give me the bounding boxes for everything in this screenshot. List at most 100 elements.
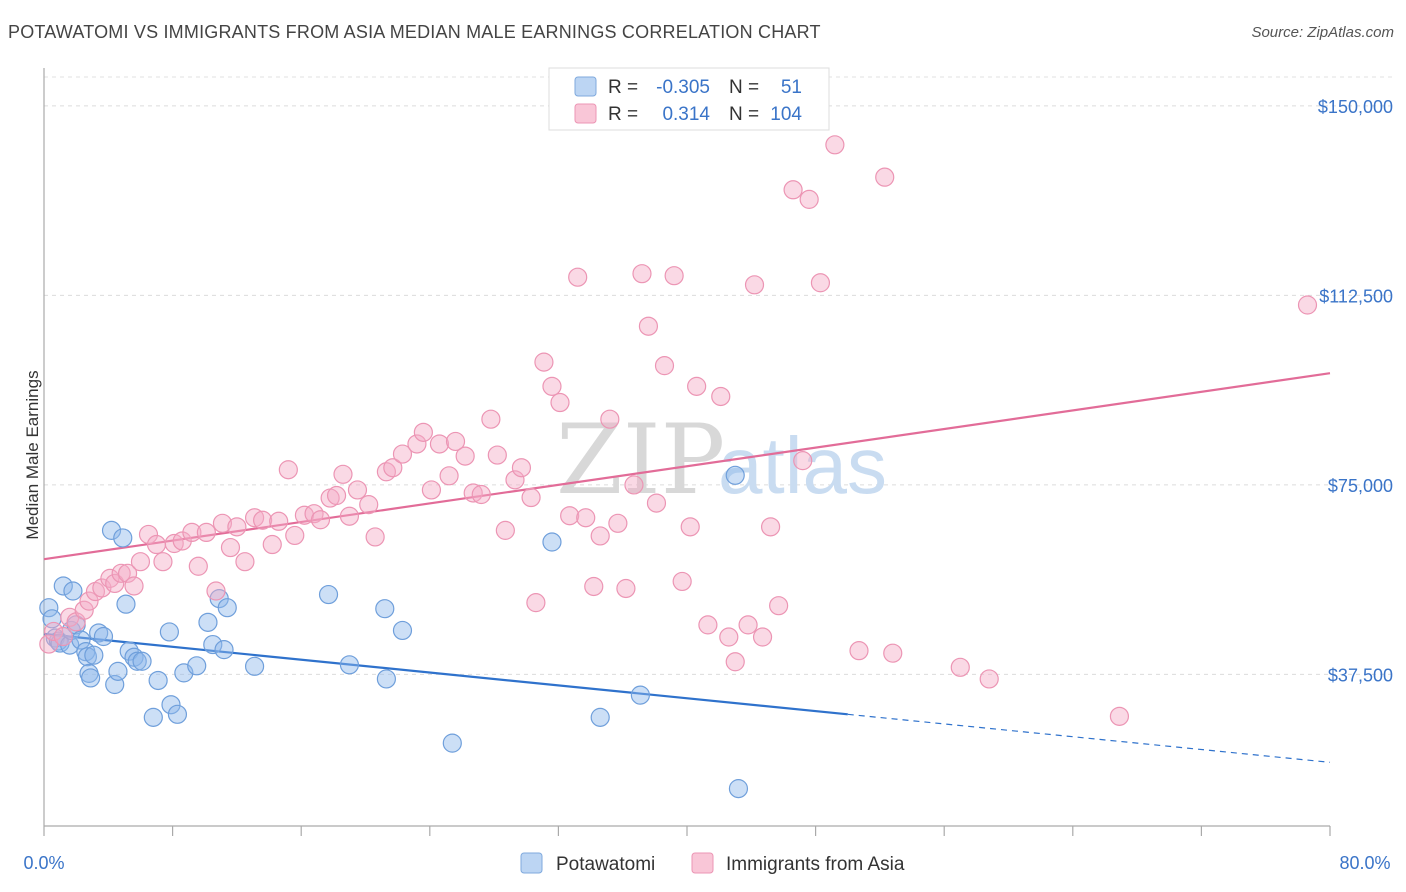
point-asia <box>285 525 305 546</box>
legend-r-value-1: -0.305 <box>656 77 710 98</box>
point-asia <box>227 517 247 537</box>
legend-r-label-2: R = <box>608 104 638 125</box>
point-asia <box>429 434 450 454</box>
point-asia <box>74 600 94 620</box>
point-asia <box>365 527 385 547</box>
point-asia <box>383 458 403 478</box>
x-tick-label-max: 80.0% <box>1339 853 1390 873</box>
point-potawatomi <box>81 668 101 688</box>
point-asia <box>1297 295 1318 315</box>
point-asia <box>359 495 379 515</box>
point-asia <box>111 563 131 583</box>
point-asia <box>130 552 151 572</box>
point-potawatomi <box>148 670 168 691</box>
point-potawatomi <box>217 598 237 618</box>
point-asia <box>333 464 353 484</box>
y-tick-label: $150,000 <box>1318 97 1393 117</box>
series-legend-swatch-potawatomi <box>520 852 543 874</box>
trend-line-potawatomi-extension <box>847 713 1331 763</box>
axes: $37,500 $75,000 $112,500 $150,000 0.0% 80.0% <box>23 68 1393 873</box>
point-asia <box>92 578 112 598</box>
point-asia <box>188 556 208 576</box>
point-asia <box>738 615 758 635</box>
point-asia <box>979 669 999 689</box>
point-asia <box>253 510 273 530</box>
point-asia <box>687 376 707 396</box>
chart-title: POTAWATOMI VS IMMIGRANTS FROM ASIA MEDIA… <box>8 22 821 42</box>
point-potawatomi <box>63 581 83 601</box>
point-potawatomi <box>725 465 745 485</box>
point-potawatomi <box>143 707 163 727</box>
correlation-legend: R = -0.305 N = 51 R = 0.314 N = 104 <box>548 67 830 131</box>
point-potawatomi <box>590 707 610 727</box>
point-asia <box>278 460 298 480</box>
point-potawatomi <box>542 532 562 552</box>
point-asia <box>79 591 99 611</box>
point-asia <box>825 135 845 155</box>
point-asia <box>495 520 515 540</box>
point-potawatomi <box>39 598 59 618</box>
point-asia <box>769 596 789 616</box>
point-asia <box>407 434 427 454</box>
legend-n-value-1: 51 <box>781 77 802 98</box>
y-tick-label: $37,500 <box>1328 665 1393 685</box>
point-asia <box>212 513 233 533</box>
point-potawatomi <box>101 520 122 540</box>
point-potawatomi <box>244 656 265 676</box>
point-asia <box>1109 706 1130 726</box>
point-potawatomi <box>116 594 136 614</box>
point-asia <box>53 626 73 647</box>
point-potawatomi <box>442 733 462 753</box>
point-asia <box>534 352 554 372</box>
x-tick-label-min: 0.0% <box>23 853 64 873</box>
point-asia <box>521 487 541 508</box>
data-points <box>39 135 1318 799</box>
point-potawatomi <box>84 645 104 665</box>
point-asia <box>269 511 289 531</box>
point-asia <box>638 316 659 336</box>
point-asia <box>326 485 347 506</box>
series-legend-potawatomi: Potawatomi <box>556 854 655 875</box>
point-asia <box>654 356 675 376</box>
point-potawatomi <box>127 651 147 671</box>
y-axis-label: Median Male Earnings <box>23 370 42 539</box>
legend-swatch-potawatomi <box>574 76 597 97</box>
point-asia <box>206 581 226 601</box>
point-potawatomi <box>108 661 128 681</box>
point-asia <box>439 466 459 486</box>
series-legend: Potawatomi Immigrants from Asia <box>520 852 905 875</box>
point-asia <box>783 180 803 200</box>
point-asia <box>744 275 765 295</box>
point-asia <box>624 475 644 495</box>
point-asia <box>262 534 282 555</box>
trend-line-potawatomi <box>43 632 848 716</box>
point-potawatomi <box>161 695 181 715</box>
point-asia <box>883 643 903 663</box>
watermark: ZIP atlas <box>556 404 887 516</box>
point-asia <box>810 273 831 293</box>
point-asia <box>310 510 331 530</box>
point-potawatomi <box>53 576 73 596</box>
point-potawatomi <box>339 655 360 675</box>
point-asia <box>849 641 869 661</box>
point-asia <box>196 522 216 543</box>
point-asia <box>590 526 610 546</box>
legend-n-value-2: 104 <box>770 104 802 125</box>
point-asia <box>875 167 895 187</box>
point-potawatomi <box>198 612 218 632</box>
point-asia <box>182 522 202 543</box>
point-asia <box>138 524 159 545</box>
y-tick-label: $75,000 <box>1328 476 1393 496</box>
series-legend-asia: Immigrants from Asia <box>726 854 905 875</box>
point-potawatomi <box>728 779 749 799</box>
watermark-zip: ZIP <box>556 404 725 516</box>
point-potawatomi <box>77 647 98 667</box>
point-asia <box>413 422 433 442</box>
point-asia <box>760 517 781 537</box>
point-asia <box>339 506 360 526</box>
point-asia <box>698 615 718 635</box>
point-asia <box>235 552 255 572</box>
point-asia <box>680 517 700 537</box>
point-asia <box>664 266 684 286</box>
